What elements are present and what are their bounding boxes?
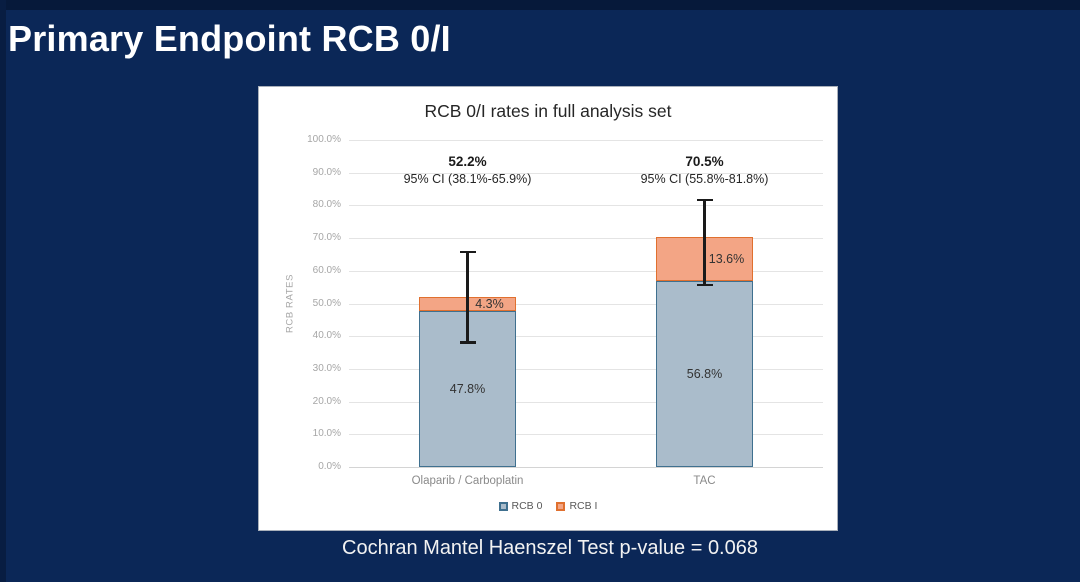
y-tick-label: 80.0% — [312, 199, 341, 211]
error-bar — [466, 251, 469, 343]
chart-title: RCB 0/I rates in full analysis set — [424, 101, 672, 121]
error-bar — [703, 199, 706, 285]
legend-item-rcbi: RCB I — [556, 500, 597, 512]
bar-segment-label: 47.8% — [449, 381, 486, 396]
y-tick-label: 20.0% — [312, 395, 341, 407]
y-tick-label: 70.0% — [312, 232, 341, 244]
y-tick-label: 30.0% — [312, 362, 341, 374]
gridline — [349, 303, 823, 305]
gridline — [349, 336, 823, 338]
error-bar-cap-bottom — [696, 283, 713, 287]
plot-area: 0.0% 10.0% 20.0% 30.0% 40.0% 50.0% 60.0% 70.0% 8… — [259, 87, 837, 530]
x-category-label: Olaparib / Carboplatin — [411, 475, 524, 487]
y-tick-label: 60.0% — [312, 264, 341, 276]
total-rate-label: 52.2% — [448, 154, 487, 169]
slide-left-border — [0, 0, 6, 582]
error-bar-cap-top — [459, 250, 476, 253]
error-bar-cap-bottom — [459, 341, 476, 344]
legend-swatch-icon — [498, 501, 508, 511]
gridline — [349, 238, 823, 240]
y-tick-label: 10.0% — [312, 428, 341, 440]
y-tick-label: 50.0% — [312, 297, 341, 309]
y-tick-label: 0.0% — [318, 461, 341, 472]
gridline — [349, 270, 823, 272]
gridline — [349, 140, 823, 141]
gridline — [349, 467, 823, 468]
legend-swatch-icon — [556, 501, 566, 511]
y-tick-label: 90.0% — [312, 166, 341, 178]
gridline — [349, 205, 823, 207]
gridline — [349, 368, 823, 370]
bar-segment-rcb0 — [656, 281, 753, 467]
confidence-interval-label: 95% CI (55.8%-81.8%) — [640, 172, 769, 186]
y-tick-label: 40.0% — [312, 330, 341, 342]
gridline — [349, 401, 823, 403]
bar-segment-label: 4.3% — [475, 296, 504, 311]
bar-segment-label: 13.6% — [708, 252, 745, 267]
legend-item-rcb0: RCB 0 — [498, 500, 543, 512]
total-rate-label: 70.5% — [685, 154, 724, 169]
chart-legend: RCB 0 RCB I — [259, 500, 837, 512]
legend-label: RCB I — [569, 500, 598, 512]
chart-panel: RCB 0/I rates in full analysis set 0.0% 1… — [258, 86, 838, 531]
p-value-caption: Cochran Mantel Haenszel Test p-value = 0… — [342, 537, 758, 559]
confidence-interval-label: 95% CI (38.1%-65.9%) — [403, 172, 532, 186]
y-tick-label: 100.0% — [307, 134, 341, 145]
bar-segment-label: 56.8% — [686, 367, 723, 382]
y-axis-title: RCB RATES — [284, 273, 296, 333]
x-category-label: TAC — [693, 475, 716, 487]
gridline — [349, 172, 823, 174]
total-ci-block: 52.2% 95% CI (38.1%-65.9%) — [348, 153, 588, 188]
legend-label: RCB 0 — [511, 500, 543, 512]
slide-top-border — [0, 0, 1080, 10]
error-bar-cap-top — [696, 198, 713, 201]
total-ci-block: 70.5% 95% CI (55.8%-81.8%) — [585, 153, 825, 188]
slide-title: Primary Endpoint RCB 0/I — [8, 18, 451, 59]
gridline — [349, 434, 823, 436]
